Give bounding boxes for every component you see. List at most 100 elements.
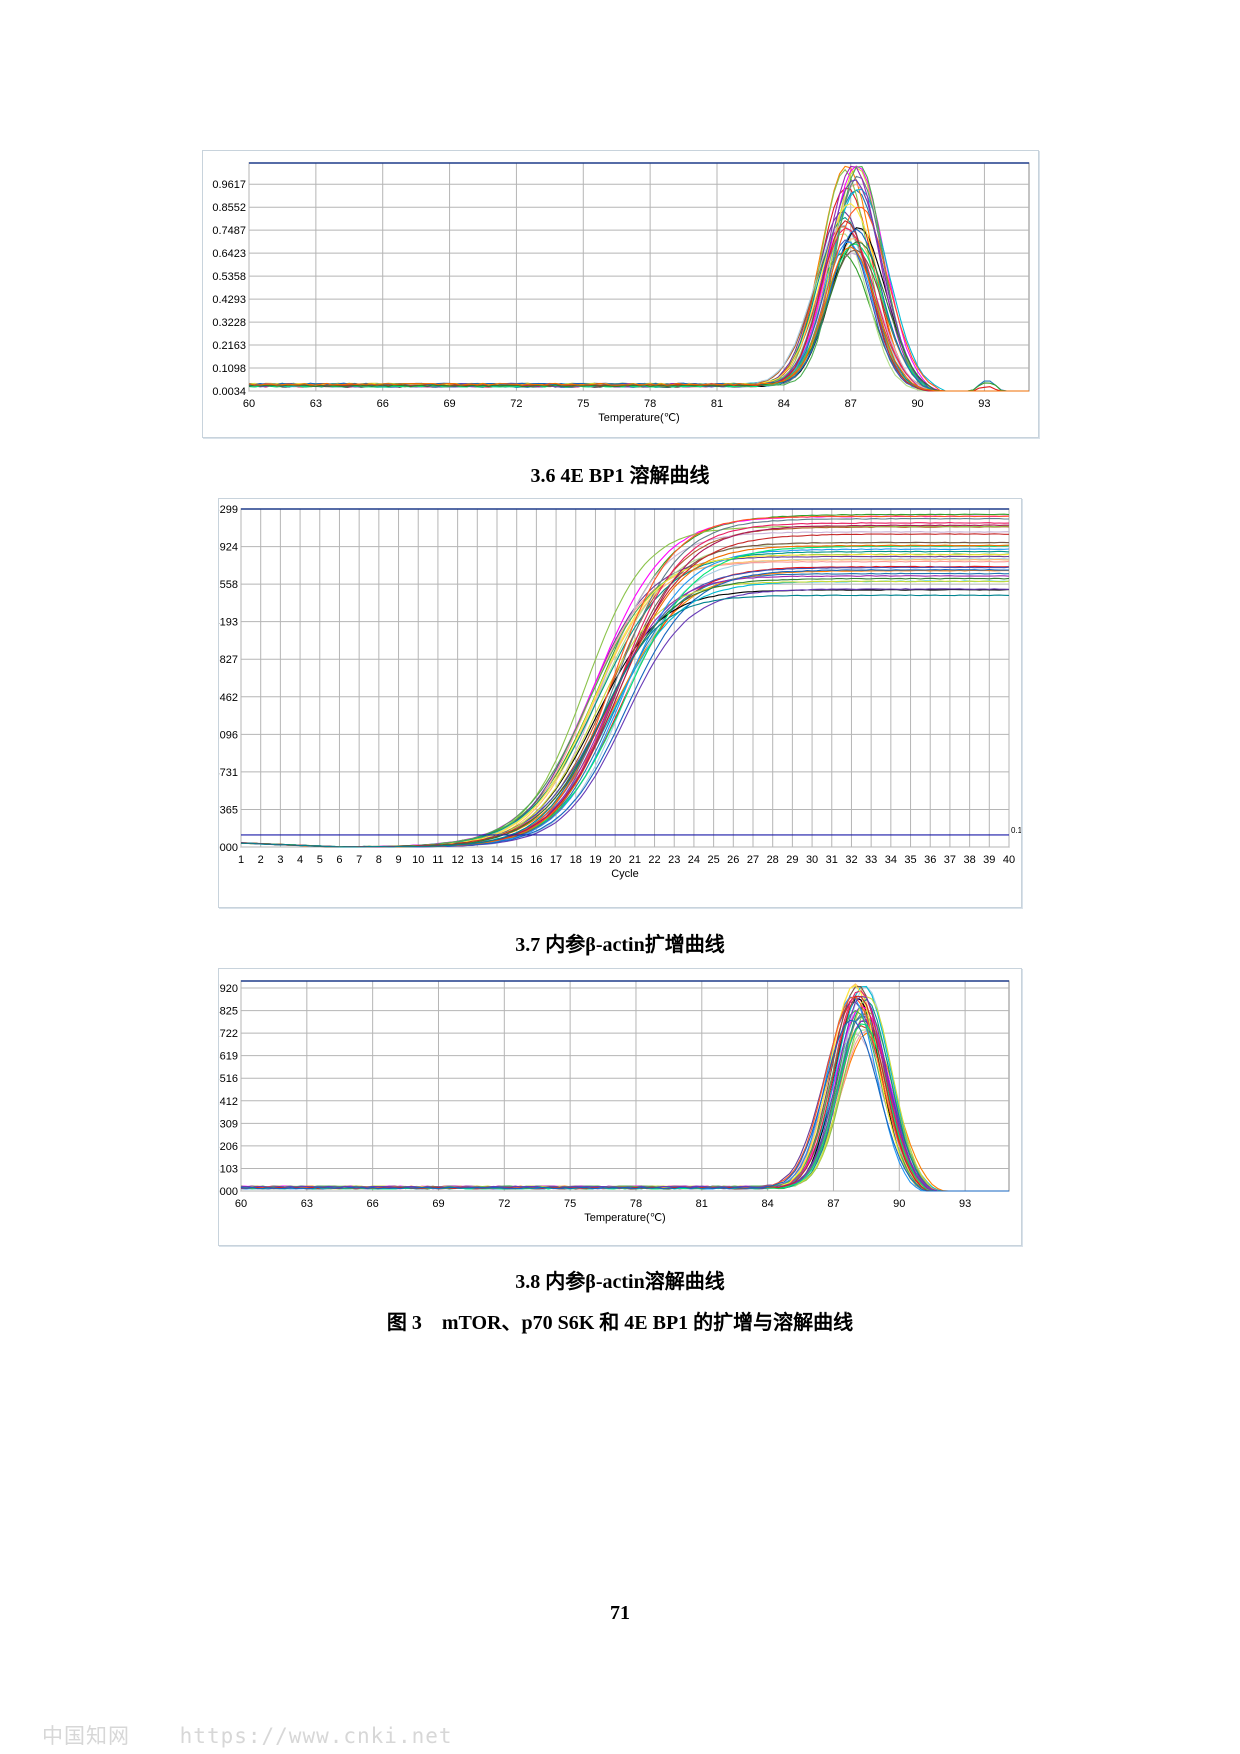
amp-x-tick-label: 22 <box>648 854 660 866</box>
amp-x-tick-label: 23 <box>668 854 680 866</box>
caption-actin-melt: 3.8 内参β-actin溶解曲线 <box>515 1271 725 1293</box>
watermark-brand: 中国知网 <box>42 1724 130 1748</box>
amp-x-tick-label: 36 <box>924 854 936 866</box>
amp-x-tick-label: 29 <box>786 854 798 866</box>
melt1-x-tick-label: 75 <box>577 398 589 410</box>
melt1-x-tick-label: 78 <box>644 398 656 410</box>
chart-panel-actin-melt: 60 63 66 69 72 75 78 81 84 87 90 93 0.00000 0.13103 0.… <box>218 968 1022 1246</box>
chart-panel-4ebp1-melt: 60 63 66 69 72 75 78 81 84 87 90 93 0.0034 0.1098 0.21… <box>202 150 1039 438</box>
melt1-series-line <box>248 246 1029 392</box>
melt1-y-tick-label: 0.7487 <box>212 225 246 237</box>
amp-x-tick-label: 3 <box>277 854 283 866</box>
amp-x-axis-title: Cycle <box>611 868 639 880</box>
melt2-x-tick-label: 93 <box>959 1198 971 1210</box>
amp-x-tick-label: 7 <box>356 854 362 866</box>
melt2-y-tick-label: 0.65516 <box>219 1073 238 1085</box>
melt1-x-tick-label: 72 <box>510 398 522 410</box>
amp-x-tick-label: 17 <box>550 854 562 866</box>
melt2-y-tick-label: 0.26206 <box>219 1141 238 1153</box>
melt1-y-tick-label: 0.9617 <box>212 179 246 191</box>
amp-x-tick-label: 1 <box>238 854 244 866</box>
amp-x-tick-label: 38 <box>963 854 975 866</box>
amp-y-tick-label: 2.24193 <box>219 617 238 629</box>
melt1-x-tick-label: 90 <box>911 398 923 410</box>
amp-x-tick-label: 4 <box>297 854 303 866</box>
chart-actin-amplification-curve: 1 2 3 4 5 6 7 8 9 10 11 12 13 14 15 16 17 18 19 20 21 22 23 24 2… <box>219 504 1021 880</box>
amp-x-tick-label: 32 <box>845 854 857 866</box>
amp-x-tick-label: 14 <box>491 854 503 866</box>
melt2-series-line <box>240 1019 1009 1192</box>
melt1-series-group <box>248 165 1029 392</box>
melt2-plot-area <box>240 980 1010 1192</box>
melt1-x-tick-label: 63 <box>310 398 322 410</box>
amp-x-tick-label: 26 <box>727 854 739 866</box>
amp-x-tick-label: 20 <box>609 854 621 866</box>
melt2-x-axis-title: Temperature(℃) <box>584 1212 665 1224</box>
amp-x-tick-label: 11 <box>432 854 443 866</box>
amp-y-tick-label: 0.37365 <box>219 804 238 816</box>
amp-x-tick-label: 37 <box>944 854 956 866</box>
melt1-x-tick-label: 69 <box>443 398 455 410</box>
amp-series-group <box>240 513 1010 848</box>
amp-x-tick-label: 31 <box>826 854 838 866</box>
amp-x-tick-label: 27 <box>747 854 759 866</box>
amp-x-tick-label: 34 <box>885 854 897 866</box>
amp-x-tick-label: 13 <box>471 854 483 866</box>
amp-x-tick-label: 39 <box>983 854 995 866</box>
amp-x-tick-label: 9 <box>395 854 401 866</box>
melt1-plot-area <box>248 162 1030 392</box>
melt1-y-tick-label: 0.3228 <box>212 317 246 329</box>
amp-x-tick-label: 8 <box>376 854 382 866</box>
amp-y-tick-label: 2.98924 <box>219 542 238 554</box>
melt1-x-tick-label: 84 <box>778 398 790 410</box>
melt2-y-tick-label: 0.78619 <box>219 1051 238 1063</box>
amp-x-tick-label: 19 <box>589 854 601 866</box>
caption-4ebp1-melt: 3.6 4E BP1 溶解曲线 <box>530 465 710 487</box>
chart-panel-actin-amplification: 1 2 3 4 5 6 7 8 9 10 11 12 13 14 15 16 17 18 19 20 21 22 23 24 2… <box>218 498 1022 908</box>
amp-x-tick-label: 30 <box>806 854 818 866</box>
melt1-y-tick-label: 0.4293 <box>212 294 246 306</box>
melt1-y-tick-label: 0.8552 <box>212 202 246 214</box>
melt2-series-group <box>240 983 1009 1192</box>
melt1-y-tick-label: 0.2163 <box>212 340 246 352</box>
watermark: 中国知网 https://www.cnki.net <box>42 1720 453 1750</box>
amp-x-tick-label: 6 <box>336 854 342 866</box>
melt1-x-tick-label: 93 <box>978 398 990 410</box>
melt1-x-tick-label: 81 <box>711 398 723 410</box>
amp-x-tick-label: 12 <box>451 854 463 866</box>
amp-y-tick-label: 0.74731 <box>219 767 238 779</box>
melt2-x-tick-label: 69 <box>432 1198 444 1210</box>
melt2-x-tick-label: 78 <box>630 1198 642 1210</box>
amp-x-tick-label: 16 <box>530 854 542 866</box>
melt2-y-tick-label: 1.17920 <box>219 983 238 995</box>
melt1-y-tick-label: 0.1098 <box>212 363 246 375</box>
melt2-y-tick-label: 0.39309 <box>219 1118 238 1130</box>
amp-x-tick-label: 40 <box>1003 854 1015 866</box>
melt2-y-tick-label: 1.04825 <box>219 1006 238 1018</box>
amp-x-tick-label: 25 <box>707 854 719 866</box>
amp-x-tick-label: 28 <box>767 854 779 866</box>
amp-y-tick-label: 1.49462 <box>219 692 238 704</box>
melt2-y-tick-label: 0.13103 <box>219 1163 238 1175</box>
amp-y-tick-label: 3.36299 <box>219 504 238 516</box>
melt2-y-tick-label: 0.52412 <box>219 1096 238 1108</box>
amp-x-tick-label: 33 <box>865 854 877 866</box>
amp-x-tick-label: 2 <box>258 854 264 866</box>
amp-y-tick-label: 0.00000 <box>219 842 238 854</box>
figure-title: 图 3 mTOR、p70 S6K 和 4E BP1 的扩增与溶解曲线 <box>386 1312 854 1334</box>
chart-actin-melt-curve: 60 63 66 69 72 75 78 81 84 87 90 93 0.00000 0.13103 0.… <box>219 980 1010 1224</box>
melt2-x-tick-label: 87 <box>827 1198 839 1210</box>
amp-x-tick-label: 10 <box>412 854 424 866</box>
melt1-x-tick-label: 66 <box>377 398 389 410</box>
chart-4ebp1-melt-curve: 60 63 66 69 72 75 78 81 84 87 90 93 0.0034 0.1098 0.21… <box>212 162 1030 424</box>
amp-y-tick-label: 1.86827 <box>219 654 238 666</box>
melt1-x-axis-title: Temperature(℃) <box>598 412 679 424</box>
melt1-x-tick-label: 60 <box>243 398 255 410</box>
amp-x-tick-label: 24 <box>688 854 700 866</box>
melt2-x-tick-label: 60 <box>235 1198 247 1210</box>
amp-series-line <box>240 594 1010 848</box>
melt2-y-tick-label: 0.00000 <box>219 1186 238 1198</box>
amp-x-tick-label: 35 <box>904 854 916 866</box>
amp-y-tick-label: 2.61558 <box>219 579 238 591</box>
melt1-y-tick-label: 0.0034 <box>212 386 246 398</box>
